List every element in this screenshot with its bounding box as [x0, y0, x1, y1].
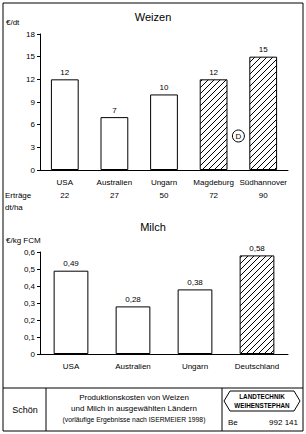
svg-text:Weizen: Weizen: [135, 11, 171, 23]
svg-text:992 141: 992 141: [269, 418, 298, 427]
svg-text:0,5: 0,5: [24, 265, 36, 274]
svg-text:€/dt: €/dt: [6, 18, 20, 27]
svg-text:0,38: 0,38: [187, 278, 203, 287]
svg-text:0,4: 0,4: [24, 282, 36, 291]
svg-text:9: 9: [31, 98, 36, 107]
svg-text:6: 6: [31, 120, 36, 129]
svg-text:12: 12: [209, 68, 218, 77]
svg-text:15: 15: [259, 45, 268, 54]
svg-text:Südhannover: Südhannover: [239, 178, 287, 187]
svg-text:(vorläufige Ergebnisse nach IS: (vorläufige Ergebnisse nach ISERMEIER 19…: [63, 416, 206, 424]
svg-text:0,3: 0,3: [24, 299, 36, 308]
svg-text:0,49: 0,49: [63, 259, 79, 268]
svg-text:0,2: 0,2: [24, 316, 36, 325]
svg-text:Deutschland: Deutschland: [235, 362, 279, 371]
svg-text:Ungarn: Ungarn: [151, 178, 177, 187]
svg-text:7: 7: [112, 106, 117, 115]
svg-text:USA: USA: [57, 178, 74, 187]
svg-text:0: 0: [31, 166, 36, 175]
svg-text:15: 15: [26, 52, 35, 61]
svg-text:dt/ha: dt/ha: [5, 203, 23, 212]
svg-text:USA: USA: [63, 362, 80, 371]
svg-text:LANDTECHNIK: LANDTECHNIK: [239, 393, 285, 400]
svg-text:und Milch in ausgewählten Länd: und Milch in ausgewählten Ländern: [71, 404, 197, 413]
svg-text:D: D: [236, 132, 242, 141]
svg-text:Schön: Schön: [12, 405, 38, 415]
svg-text:Erträge: Erträge: [5, 191, 32, 200]
svg-text:0,6: 0,6: [24, 248, 36, 257]
svg-text:€/kg FCM: €/kg FCM: [6, 236, 41, 245]
svg-text:18: 18: [26, 30, 35, 39]
svg-text:72: 72: [209, 191, 218, 200]
svg-text:0,58: 0,58: [249, 244, 265, 253]
svg-text:0,28: 0,28: [125, 295, 141, 304]
svg-text:WEIHENSTEPHAN: WEIHENSTEPHAN: [234, 402, 290, 409]
svg-text:12: 12: [26, 75, 35, 84]
svg-text:3: 3: [31, 143, 36, 152]
svg-text:Milch: Milch: [140, 221, 166, 233]
svg-text:50: 50: [160, 191, 169, 200]
svg-text:Produktionskosten von Weizen: Produktionskosten von Weizen: [79, 393, 189, 402]
svg-text:Be: Be: [228, 418, 238, 427]
svg-text:Ungarn: Ungarn: [182, 362, 208, 371]
svg-text:0,1: 0,1: [24, 333, 36, 342]
svg-text:27: 27: [110, 191, 119, 200]
svg-text:12: 12: [60, 68, 69, 77]
svg-text:90: 90: [259, 191, 268, 200]
svg-text:10: 10: [160, 83, 169, 92]
svg-text:Australien: Australien: [97, 178, 133, 187]
svg-text:Magdeburg: Magdeburg: [193, 178, 233, 187]
svg-text:Australien: Australien: [115, 362, 151, 371]
svg-text:22: 22: [60, 191, 69, 200]
svg-text:0: 0: [31, 350, 36, 359]
